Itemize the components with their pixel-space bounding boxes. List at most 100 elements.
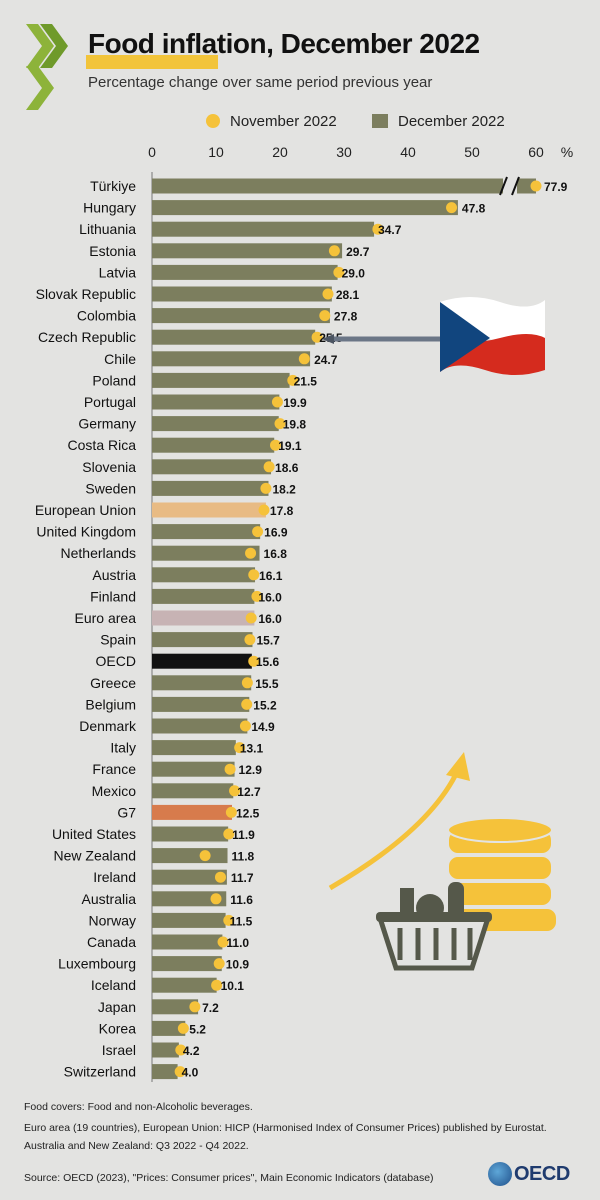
- category-label: Türkiye: [90, 178, 136, 194]
- category-label: Japan: [98, 999, 136, 1015]
- bar: [152, 977, 217, 993]
- category-label: Sweden: [85, 480, 136, 496]
- category-label: Korea: [99, 1020, 137, 1036]
- value-label: 34.7: [378, 223, 402, 237]
- source-note: Source: OECD (2023), "Prices: Consumer p…: [24, 1172, 434, 1184]
- category-label: Luxembourg: [58, 956, 136, 972]
- value-label: 11.6: [230, 893, 253, 907]
- bar: [152, 610, 255, 626]
- x-tick-label: 60: [528, 144, 544, 160]
- november-dot: [244, 634, 256, 646]
- bar: [152, 221, 375, 237]
- bar: [152, 848, 228, 864]
- bar: [152, 416, 279, 432]
- legend-december-label: December 2022: [398, 113, 505, 130]
- value-label: 15.2: [253, 698, 277, 712]
- value-label: 12.9: [239, 763, 263, 777]
- value-label: 27.8: [334, 310, 358, 324]
- value-label: 11.5: [230, 914, 253, 928]
- bar: [152, 912, 226, 928]
- november-dot: [189, 1001, 201, 1013]
- bar: [152, 1042, 179, 1058]
- november-dot: [271, 396, 283, 408]
- category-label: Netherlands: [61, 545, 137, 561]
- bar: [152, 999, 199, 1015]
- november-dot: [175, 1044, 187, 1056]
- november-dot: [224, 763, 236, 775]
- november-dot: [372, 223, 384, 235]
- oecd-brand: OECD: [514, 1163, 570, 1185]
- bar: [152, 956, 222, 972]
- bar: [152, 675, 252, 691]
- november-dot: [287, 374, 299, 386]
- value-label: 21.5: [294, 374, 318, 388]
- bar: [152, 437, 275, 453]
- november-dot: [241, 677, 253, 689]
- november-dot: [530, 180, 542, 192]
- november-dot: [328, 245, 340, 257]
- category-label: Czech Republic: [38, 329, 136, 345]
- category-label: Greece: [90, 675, 136, 691]
- bar: [152, 567, 256, 583]
- category-label: Switzerland: [64, 1064, 136, 1080]
- value-label: 16.0: [258, 612, 282, 626]
- bar: [152, 653, 252, 669]
- value-label: 13.1: [240, 742, 264, 756]
- value-label: 14.9: [251, 720, 275, 734]
- x-tick-label: 50: [464, 144, 480, 160]
- november-dot: [270, 439, 282, 451]
- value-label: 77.9: [544, 180, 568, 194]
- value-label: 24.7: [314, 353, 338, 367]
- category-label: Germany: [78, 416, 136, 432]
- bar: [152, 934, 223, 950]
- bar: [152, 351, 311, 367]
- bar: [152, 286, 332, 302]
- bar: [152, 783, 234, 799]
- bar: [152, 869, 227, 885]
- value-label: 15.6: [256, 655, 280, 669]
- bar: [152, 480, 269, 496]
- category-label: Chile: [104, 351, 136, 367]
- bar: [152, 1020, 186, 1036]
- category-label: Poland: [92, 372, 136, 388]
- november-dot: [251, 590, 263, 602]
- oecd-chevron-icon: [26, 24, 68, 110]
- category-label: Denmark: [79, 718, 137, 734]
- title-highlight: [86, 55, 218, 69]
- bar: [152, 826, 229, 842]
- value-label: 12.5: [236, 806, 260, 820]
- category-label: Portugal: [84, 394, 136, 410]
- november-dot: [245, 547, 257, 559]
- november-dot: [298, 353, 310, 365]
- november-dot: [263, 461, 275, 473]
- bar: [152, 372, 290, 388]
- category-label: Belgium: [85, 696, 136, 712]
- value-label: 16.9: [264, 526, 288, 540]
- category-label: Estonia: [89, 243, 136, 259]
- november-dot: [446, 202, 458, 214]
- category-label: Euro area: [75, 610, 137, 626]
- value-label: 47.8: [462, 202, 486, 216]
- x-tick-label: 40: [400, 144, 416, 160]
- category-label: Australia: [82, 891, 137, 907]
- value-label: 11.8: [232, 850, 255, 864]
- november-dot: [245, 612, 257, 624]
- bar: [152, 696, 250, 712]
- value-label: 11.9: [232, 828, 255, 842]
- november-dot: [211, 979, 223, 991]
- legend-november-label: November 2022: [230, 113, 337, 130]
- november-dot: [274, 418, 286, 430]
- footnote-food: Food covers: Food and non-Alcoholic beve…: [24, 1101, 253, 1113]
- value-label: 28.1: [336, 288, 360, 302]
- november-dot: [258, 504, 270, 516]
- category-label: Israel: [102, 1042, 136, 1058]
- november-dot: [225, 806, 237, 818]
- legend: November 2022 December 2022: [0, 110, 600, 134]
- november-dot: [214, 871, 226, 883]
- value-label: 15.5: [255, 677, 279, 691]
- category-label: Latvia: [99, 264, 137, 280]
- axis-break-mark: [499, 176, 508, 196]
- bar: [152, 264, 338, 280]
- x-tick-label: 20: [272, 144, 288, 160]
